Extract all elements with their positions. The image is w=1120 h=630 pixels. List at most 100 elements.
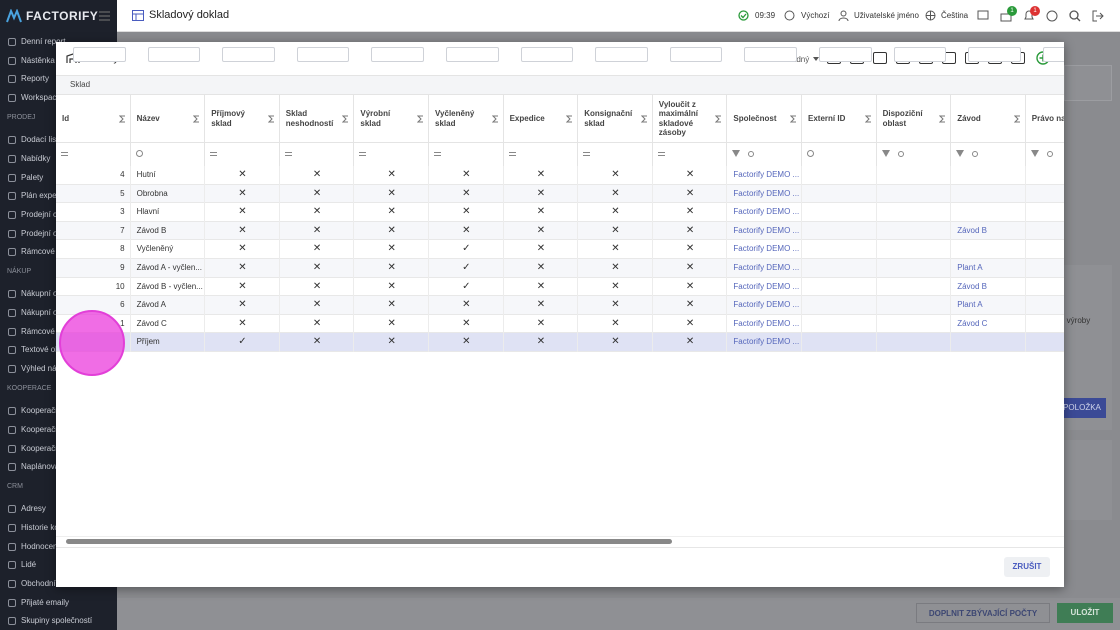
menu-item[interactable]: Kooperačn bbox=[21, 406, 60, 415]
menu-icon bbox=[8, 309, 16, 317]
cell: Závod B bbox=[131, 222, 206, 241]
filter-input[interactable] bbox=[894, 47, 947, 62]
profile[interactable]: Výchozí bbox=[801, 11, 829, 20]
menu-item[interactable]: Prodejní o bbox=[21, 229, 57, 238]
aggregate-icon[interactable] bbox=[715, 115, 722, 123]
aggregate-icon[interactable] bbox=[790, 115, 797, 123]
logo: FACTORIFY bbox=[26, 9, 98, 23]
cell: Factorify DEMO ... bbox=[727, 240, 802, 259]
menu-item[interactable]: Výhled nák bbox=[21, 364, 61, 373]
menu-section: PRODEJ bbox=[7, 114, 35, 121]
cell: ✕ bbox=[578, 185, 653, 204]
aggregate-icon[interactable] bbox=[492, 115, 499, 123]
filter-input[interactable] bbox=[371, 47, 424, 62]
menu-item[interactable]: Hodnocen bbox=[21, 542, 57, 551]
cell-border bbox=[877, 240, 952, 259]
menu-item[interactable]: Obchodní bbox=[21, 579, 56, 588]
menu-icon bbox=[8, 75, 16, 83]
menu-item[interactable]: Plán expe bbox=[21, 191, 57, 200]
cell: ✕ bbox=[280, 166, 355, 185]
aggregate-icon[interactable] bbox=[641, 115, 648, 123]
cell: ✕ bbox=[280, 222, 355, 241]
menu-item[interactable]: Nástěnka bbox=[21, 56, 55, 65]
scroll-thumb[interactable] bbox=[66, 539, 672, 544]
aggregate-icon[interactable] bbox=[119, 115, 126, 123]
menu-toggle[interactable] bbox=[99, 11, 110, 21]
toolbar-button[interactable] bbox=[873, 52, 887, 64]
chat-icon[interactable] bbox=[977, 10, 989, 22]
help-icon[interactable] bbox=[1046, 10, 1058, 22]
bg-fill-button: DOPLNIT ZBÝVAJÍCÍ POČTY bbox=[916, 603, 1050, 623]
filter-input[interactable] bbox=[819, 47, 872, 62]
equals-icon bbox=[509, 152, 516, 156]
menu-item[interactable]: Rámcové bbox=[21, 327, 55, 336]
equals-icon bbox=[285, 152, 292, 156]
cell-border bbox=[802, 240, 877, 259]
cell-border bbox=[877, 278, 952, 297]
filter-input[interactable] bbox=[521, 47, 574, 62]
aggregate-icon[interactable] bbox=[193, 115, 200, 123]
menu-item[interactable]: Historie ko bbox=[21, 523, 59, 532]
aggregate-icon[interactable] bbox=[865, 115, 872, 123]
menu-item[interactable]: Přijaté emaily bbox=[21, 598, 69, 607]
menu-item[interactable]: Textové ob bbox=[21, 345, 60, 354]
filter-input[interactable] bbox=[968, 47, 1021, 62]
cell: ✕ bbox=[205, 278, 280, 297]
menu-item[interactable]: Naplánova bbox=[21, 462, 59, 471]
aggregate-icon[interactable] bbox=[268, 115, 275, 123]
menu-item[interactable]: Kooperačn bbox=[21, 425, 60, 434]
menu-item[interactable]: Lidé bbox=[21, 560, 36, 569]
filter-input[interactable] bbox=[148, 47, 201, 62]
equals-icon bbox=[359, 152, 366, 156]
cancel-button[interactable]: ZRUŠIT bbox=[1004, 557, 1050, 577]
cell: Factorify DEMO ... bbox=[727, 222, 802, 241]
menu-item[interactable]: Adresy bbox=[21, 504, 46, 513]
aggregate-icon[interactable] bbox=[342, 115, 349, 123]
user-icon bbox=[838, 10, 849, 21]
cell: ✕ bbox=[354, 278, 429, 297]
cell: ✓ bbox=[205, 333, 280, 352]
filter-input[interactable] bbox=[670, 47, 723, 62]
tab[interactable]: Sklad bbox=[70, 80, 90, 89]
menu-item[interactable]: Nákupní o bbox=[21, 289, 57, 298]
aggregate-icon[interactable] bbox=[417, 115, 424, 123]
filter-input[interactable] bbox=[744, 47, 797, 62]
menu-item[interactable]: Workspace bbox=[21, 93, 61, 102]
menu-item[interactable]: Reporty bbox=[21, 74, 49, 83]
menu-section: CRM bbox=[7, 483, 23, 490]
menu-item[interactable]: Nabídky bbox=[21, 154, 50, 163]
cell: Factorify DEMO ... bbox=[727, 259, 802, 278]
menu-item[interactable]: Skupiny společností bbox=[21, 616, 92, 625]
cell: ✕ bbox=[504, 315, 579, 334]
menu-icon bbox=[8, 407, 16, 415]
menu-icon bbox=[8, 505, 16, 513]
column-header[interactable]: Právo na bbox=[1026, 95, 1064, 142]
filter-input[interactable] bbox=[595, 47, 648, 62]
filter-input[interactable] bbox=[1043, 47, 1064, 62]
cell: Plant A bbox=[951, 296, 1026, 315]
filter-input[interactable] bbox=[446, 47, 499, 62]
cell-border bbox=[802, 203, 877, 222]
aggregate-icon[interactable] bbox=[939, 115, 946, 123]
filter-input[interactable] bbox=[73, 47, 126, 62]
menu-item[interactable]: Kooperačn bbox=[21, 444, 60, 453]
logout-icon[interactable] bbox=[1092, 10, 1104, 22]
menu-item[interactable]: Nákupní ol bbox=[21, 308, 59, 317]
user[interactable]: Uživatelské jméno bbox=[854, 11, 919, 20]
aggregate-icon[interactable] bbox=[1014, 115, 1021, 123]
profile-icon bbox=[784, 10, 795, 21]
search-icon[interactable] bbox=[1069, 10, 1081, 22]
language[interactable]: Čeština bbox=[941, 11, 968, 20]
menu-icon bbox=[8, 524, 16, 532]
aggregate-icon[interactable] bbox=[566, 115, 573, 123]
cell: ✕ bbox=[504, 166, 579, 185]
menu-item[interactable]: Prodejní c bbox=[21, 210, 57, 219]
cell: ✕ bbox=[653, 296, 728, 315]
menu-item[interactable]: Palety bbox=[21, 173, 43, 182]
tab-bar bbox=[56, 75, 1064, 95]
menu-item[interactable]: Dodací list bbox=[21, 135, 58, 144]
filter-input[interactable] bbox=[222, 47, 275, 62]
filter-input[interactable] bbox=[297, 47, 350, 62]
logo-icon bbox=[6, 9, 22, 23]
menu-icon bbox=[8, 136, 16, 144]
